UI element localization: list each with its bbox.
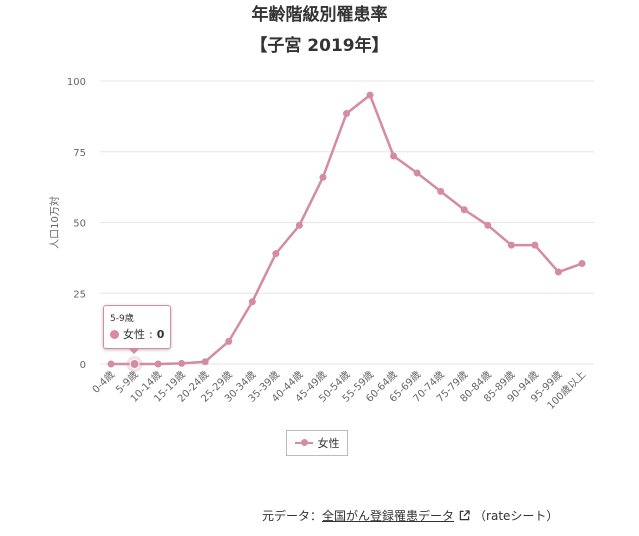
tooltip-marker xyxy=(110,329,119,339)
data-point xyxy=(578,260,586,268)
tooltip-separator: : xyxy=(149,327,153,341)
data-point xyxy=(154,360,162,368)
data-point xyxy=(295,221,303,229)
data-point xyxy=(319,173,327,181)
data-point xyxy=(413,169,421,177)
external-link-icon[interactable] xyxy=(459,510,470,521)
chart-title: 年齢階級別罹患率 xyxy=(251,5,388,25)
y-tick-label: 25 xyxy=(73,289,86,300)
data-point xyxy=(201,358,209,366)
data-point xyxy=(554,268,562,276)
y-tick-label: 50 xyxy=(73,219,86,230)
tooltip-value: 0 xyxy=(156,327,165,341)
tooltip-arrow xyxy=(128,348,140,354)
data-source: 元データ：全国がん登録罹患データ （rateシート） xyxy=(262,507,558,524)
hover-point xyxy=(129,359,140,369)
source-link[interactable]: 全国がん登録罹患データ xyxy=(322,509,455,523)
data-point xyxy=(107,360,115,368)
data-point xyxy=(366,91,374,99)
data-point xyxy=(178,359,186,367)
y-axis-label: 人口10万対 xyxy=(48,196,61,249)
data-point xyxy=(390,152,398,160)
tooltip-row: 女性: 0 xyxy=(110,326,164,342)
data-point xyxy=(531,241,539,249)
data-point xyxy=(272,250,280,258)
tooltip: 5-9歳 女性: 0 xyxy=(103,305,171,349)
data-point xyxy=(437,187,445,195)
legend-label: 女性 xyxy=(317,437,340,450)
chart-subtitle: 【子宮 2019年】 xyxy=(250,36,389,56)
data-point xyxy=(225,337,233,345)
source-suffix: （rateシート） xyxy=(474,509,559,523)
data-point xyxy=(343,110,350,118)
tooltip-series: 女性 xyxy=(123,328,145,341)
data-point xyxy=(460,206,468,214)
y-tick-label: 0 xyxy=(80,360,86,371)
y-tick-label: 100 xyxy=(67,77,86,88)
source-prefix: 元データ： xyxy=(262,509,323,523)
y-tick-label: 75 xyxy=(73,148,86,159)
series-line xyxy=(111,93,583,366)
legend-marker xyxy=(294,439,313,446)
legend-item-female[interactable]: 女性 xyxy=(286,430,348,456)
x-tick-label: 0-4歳 xyxy=(90,369,117,396)
tooltip-category: 5-9歳 xyxy=(110,314,134,324)
data-point xyxy=(507,241,515,249)
data-point xyxy=(248,298,256,306)
data-point xyxy=(484,221,492,229)
